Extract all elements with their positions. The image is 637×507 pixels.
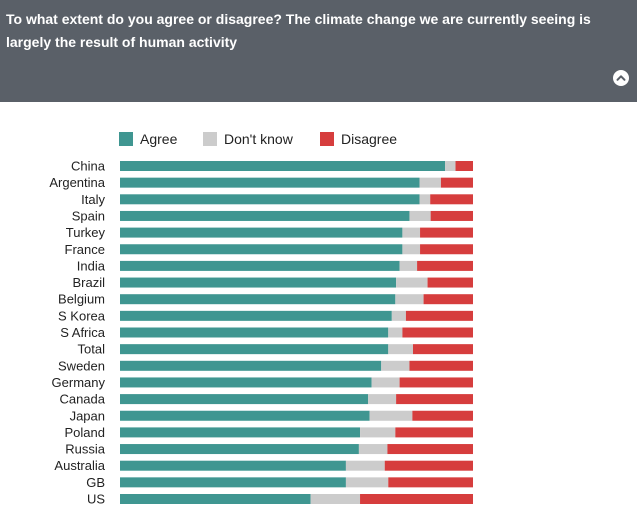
category-label: Spain — [72, 208, 105, 223]
bar-segment-disagree — [412, 410, 473, 421]
legend-swatch-don-t-know — [203, 132, 217, 146]
category-label: Brazil — [72, 275, 105, 290]
bar-segment-don-t-know — [391, 310, 406, 321]
bar-segment-don-t-know — [388, 344, 413, 355]
bar-segment-agree — [120, 177, 420, 188]
bar-segment-agree — [120, 377, 372, 388]
bar-segment-agree — [120, 161, 446, 171]
bar-segment-disagree — [387, 444, 473, 455]
category-label: US — [87, 492, 105, 507]
category-label: GB — [86, 475, 105, 490]
category-label: Sweden — [58, 358, 105, 373]
bar-segment-disagree — [440, 177, 473, 188]
bar-segment-don-t-know — [402, 227, 421, 238]
bar-segment-disagree — [417, 260, 473, 271]
category-label: Total — [78, 342, 106, 357]
bar-segment-agree — [120, 394, 369, 405]
category-label: Belgium — [58, 292, 105, 307]
bar-segment-disagree — [360, 494, 473, 504]
chevron-up-icon — [616, 75, 626, 81]
bar-segment-don-t-know — [369, 410, 413, 421]
bar-segment-don-t-know — [419, 177, 441, 188]
bar-segment-disagree — [430, 210, 473, 221]
category-label: China — [71, 159, 106, 174]
bar-segment-disagree — [412, 344, 473, 355]
bar-segment-agree — [120, 427, 361, 438]
bar-segment-disagree — [420, 227, 473, 238]
bar-segment-don-t-know — [445, 161, 456, 171]
bar-segment-agree — [120, 477, 346, 488]
bar-segment-agree — [120, 410, 370, 421]
bar-segment-agree — [120, 494, 311, 504]
bar-segment-don-t-know — [388, 327, 403, 338]
bar-segment-don-t-know — [395, 294, 424, 305]
bar-segment-don-t-know — [360, 427, 396, 438]
category-label: Japan — [70, 408, 105, 423]
bar-segment-agree — [120, 277, 397, 288]
bar-segment-disagree — [395, 427, 473, 438]
category-label: Russia — [65, 442, 106, 457]
bar-segment-disagree — [420, 244, 473, 255]
bar-segment-agree — [120, 260, 400, 271]
category-label: Poland — [65, 425, 105, 440]
category-label: S Korea — [58, 308, 106, 323]
category-label: France — [65, 242, 105, 257]
bar-segment-disagree — [430, 194, 473, 205]
category-label: India — [77, 258, 106, 273]
category-label: Argentina — [49, 175, 105, 190]
bar-segment-disagree — [423, 294, 473, 305]
category-label: S Africa — [60, 325, 106, 340]
bar-segment-don-t-know — [402, 244, 421, 255]
bar-segment-disagree — [427, 277, 473, 288]
bar-segment-agree — [120, 444, 359, 455]
legend-swatch-disagree — [320, 132, 334, 146]
bar-segment-disagree — [384, 460, 473, 471]
bar-segment-don-t-know — [310, 494, 361, 504]
question-header: To what extent do you agree or disagree?… — [0, 0, 637, 102]
bar-segment-agree — [120, 344, 389, 355]
category-label: Italy — [81, 192, 105, 207]
bar-segment-disagree — [455, 161, 473, 171]
bar-segment-agree — [120, 227, 403, 238]
legend-swatch-agree — [119, 132, 133, 146]
bar-segment-agree — [120, 360, 382, 371]
category-label: Australia — [54, 458, 105, 473]
bar-segment-disagree — [399, 377, 473, 388]
category-label: Canada — [59, 392, 105, 407]
bar-segment-agree — [120, 327, 389, 338]
bar-segment-agree — [120, 244, 403, 255]
bars-group — [120, 161, 473, 504]
bar-segment-agree — [120, 460, 346, 471]
category-label: Turkey — [66, 225, 106, 240]
legend-label-agree: Agree — [140, 131, 178, 147]
bar-segment-don-t-know — [409, 210, 431, 221]
bar-segment-disagree — [409, 360, 473, 371]
bar-segment-don-t-know — [381, 360, 410, 371]
bar-segment-disagree — [402, 327, 473, 338]
bar-segment-agree — [120, 310, 392, 321]
question-title: To what extent do you agree or disagree?… — [6, 11, 591, 50]
bar-segment-don-t-know — [345, 460, 385, 471]
bar-segment-don-t-know — [371, 377, 400, 388]
bar-segment-don-t-know — [368, 394, 397, 405]
category-label: Germany — [52, 375, 106, 390]
bar-segment-don-t-know — [399, 260, 418, 271]
bar-segment-don-t-know — [396, 277, 428, 288]
bar-segment-disagree — [405, 310, 473, 321]
bar-segment-agree — [120, 194, 420, 205]
collapse-button[interactable] — [613, 70, 629, 86]
bar-segment-disagree — [388, 477, 473, 488]
legend-label-don-t-know: Don't know — [224, 131, 294, 147]
bar-segment-don-t-know — [419, 194, 431, 205]
bar-segment-don-t-know — [358, 444, 388, 455]
bar-segment-disagree — [396, 394, 473, 405]
bar-segment-agree — [120, 294, 396, 305]
bar-segment-don-t-know — [345, 477, 389, 488]
chart-legend: Agree Don't know Disagree — [119, 131, 397, 147]
bar-segment-agree — [120, 210, 410, 221]
legend-label-disagree: Disagree — [341, 131, 397, 147]
